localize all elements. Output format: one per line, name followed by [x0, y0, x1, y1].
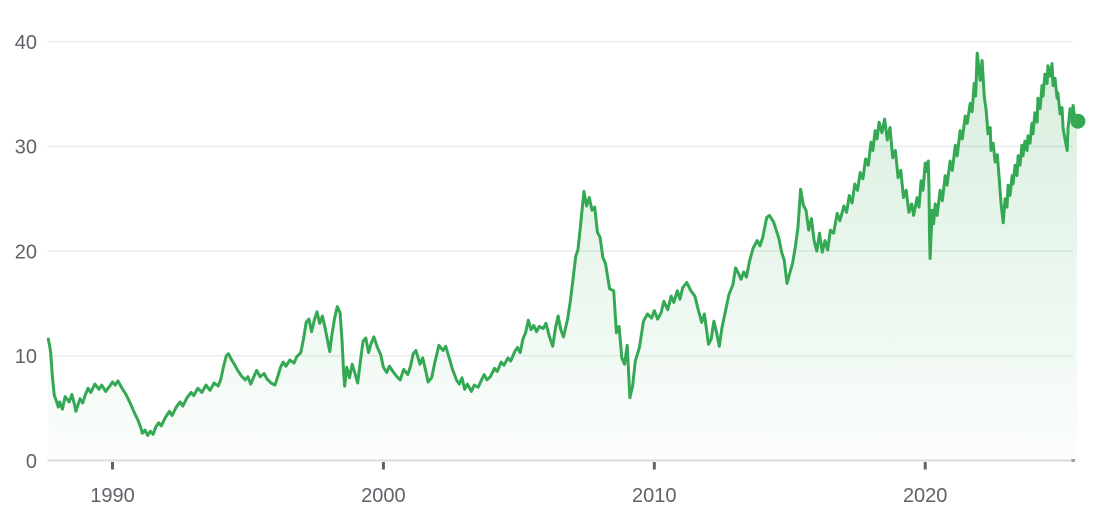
x-axis-tick-2010: [652, 462, 656, 470]
chart-area-fill: [48, 53, 1077, 461]
y-axis-label-20: 20: [15, 241, 37, 263]
x-axis-label-2000: 2000: [361, 485, 406, 507]
latest-price-marker: [1070, 113, 1086, 129]
x-axis-label-1990: 1990: [90, 485, 135, 507]
x-axis-end-cap: [1071, 459, 1075, 462]
price-line: [46, 51, 1079, 437]
x-axis-label-2010: 2010: [632, 485, 677, 507]
x-axis-tick-2020: [923, 462, 927, 470]
y-axis-label-10: 10: [15, 346, 37, 368]
y-axis-label-30: 30: [15, 137, 37, 159]
x-axis-tick-1990: [111, 462, 114, 470]
x-axis-label-2020: 2020: [903, 485, 948, 507]
x-axis-tick-2000: [381, 462, 385, 470]
y-axis-label-40: 40: [15, 32, 37, 54]
y-axis-label-0: 0: [26, 451, 37, 473]
